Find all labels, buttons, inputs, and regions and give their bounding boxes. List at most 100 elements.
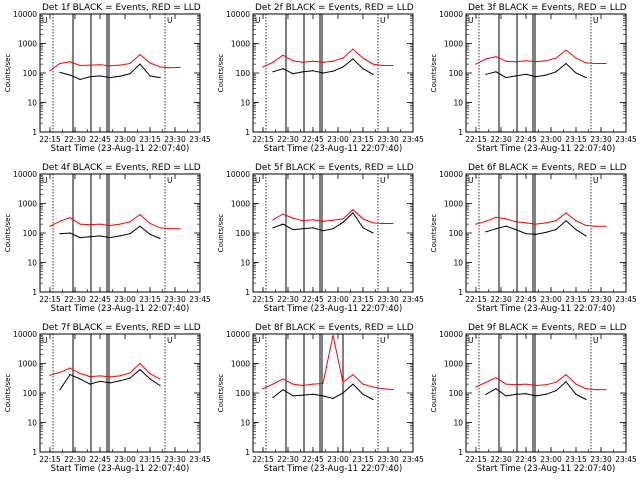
x-tick-label: 22:30	[277, 295, 299, 304]
events-series-line-point	[59, 389, 61, 391]
lld-series-line-point	[159, 227, 161, 229]
lld-series-line-point	[535, 384, 537, 387]
events-series-line-point	[525, 233, 527, 235]
events-series-line-point	[149, 378, 151, 380]
x-tick-label: 23:45	[189, 135, 211, 144]
plot-frame	[252, 333, 414, 453]
lld-series-line-point	[322, 220, 324, 222]
y-tick-label: 10	[27, 419, 37, 428]
events-series-line-point	[272, 396, 274, 399]
x-tick-label: 23:30	[377, 135, 399, 144]
events-series-line-point	[515, 393, 517, 395]
events-series-line-point	[312, 70, 314, 72]
x-tick-label: 22:45	[89, 135, 111, 144]
x-tick-label: 22:45	[515, 135, 537, 144]
lld-series-line-point	[262, 388, 264, 390]
lld-series-line-point	[545, 222, 547, 224]
x-tick-label: 22:30	[64, 135, 86, 144]
lld-series-line-point	[282, 54, 284, 56]
events-series-line-point	[322, 395, 324, 397]
events-series-line-point	[79, 236, 81, 239]
events-series-line-point	[129, 73, 131, 75]
y-tick-label: 10000	[226, 170, 250, 179]
x-tick-label: 23:45	[615, 455, 637, 464]
panel-title: Det 5f BLACK = Events, RED = LLD	[255, 163, 414, 173]
lld-series-line-point	[272, 61, 274, 63]
events-series-line-point	[575, 229, 577, 231]
panel-title: Det 7f BLACK = Events, RED = LLD	[42, 323, 201, 333]
corner-marker: U	[468, 176, 474, 185]
lld-series-line-point	[89, 64, 91, 66]
events-series-line-point	[312, 227, 314, 229]
y-tick-label: 100	[236, 229, 251, 238]
x-tick-label: 22:45	[89, 295, 111, 304]
events-series-line-point	[485, 231, 487, 233]
events-series-line-point	[352, 58, 354, 60]
y-tick-label: 10000	[13, 330, 37, 339]
events-series-line-point	[505, 225, 507, 227]
x-tick-label: 23:30	[164, 135, 186, 144]
lld-series-line-point	[342, 57, 344, 59]
panel-title: Det 9f BLACK = Events, RED = LLD	[468, 323, 627, 333]
lld-series-line-point	[312, 219, 314, 221]
lld-series-line-point	[495, 55, 497, 58]
lld-series-line-point	[495, 216, 497, 218]
events-series-line-point	[109, 236, 111, 239]
lld-series-line-point	[352, 209, 354, 211]
events-series-line-point	[322, 72, 324, 74]
lld-series-line-point	[69, 367, 71, 369]
events-series-line-point	[525, 393, 527, 395]
lld-series-line-point	[119, 223, 121, 225]
y-tick-label: 10	[240, 99, 250, 108]
events-series-line-point	[545, 74, 547, 76]
y-axis-label: Counts/sec	[430, 374, 438, 413]
corner-marker: U	[255, 16, 261, 25]
events-series-line-point	[495, 228, 497, 230]
lld-series-line-point	[382, 64, 384, 67]
y-axis-label: Counts/sec	[217, 374, 225, 413]
lld-series-line-point	[282, 378, 284, 380]
events-series-line-point	[59, 233, 61, 235]
events-series-line-point	[495, 388, 497, 390]
x-tick-label: 22:45	[302, 295, 324, 304]
events-series-line-point	[485, 393, 487, 395]
plot-frame	[465, 333, 627, 453]
x-axis-label: Start Time (23-Aug-11 22:07:40)	[477, 304, 616, 314]
corner-marker: U	[380, 336, 386, 345]
events-series-line-point	[505, 76, 507, 79]
events-series-line	[272, 383, 374, 400]
panel-4: Det 4f BLACK = Events, RED = LLD 1 10 100 10…	[4, 163, 211, 314]
events-series-line-point	[159, 384, 161, 387]
corner-marker: U	[593, 336, 599, 345]
y-tick-label: 100	[236, 389, 251, 398]
events-series-line-point	[89, 383, 91, 385]
y-tick-label: 10	[240, 259, 250, 268]
x-tick-label: 23:15	[352, 455, 374, 464]
corner-marker: U	[380, 16, 386, 25]
x-tick-label: 23:15	[139, 455, 161, 464]
lld-series-line-point	[525, 383, 527, 385]
events-series-line-point	[89, 76, 91, 78]
y-tick-label: 10000	[439, 10, 463, 19]
plot-frame	[252, 13, 414, 133]
x-tick-label: 23:45	[615, 135, 637, 144]
lld-series-line-point	[49, 374, 51, 376]
events-series-line-point	[119, 75, 121, 77]
events-series-line-point	[89, 236, 91, 238]
lld-series-line-point	[475, 223, 477, 225]
x-tick-label: 23:45	[402, 295, 424, 304]
lld-series-line-point	[129, 62, 131, 65]
events-series-line-point	[352, 212, 354, 214]
panel-title: Det 6f BLACK = Events, RED = LLD	[468, 163, 627, 173]
events-series-line-point	[79, 78, 81, 81]
events-series-line-point	[565, 62, 567, 65]
y-tick-label: 100	[449, 69, 464, 78]
lld-series-line	[49, 362, 161, 380]
panel-title: Det 3f BLACK = Events, RED = LLD	[468, 3, 627, 13]
lld-series-line-point	[69, 61, 71, 63]
x-tick-label: 22:30	[490, 455, 512, 464]
corner-marker: U	[42, 176, 48, 185]
events-series-line-point	[495, 71, 497, 73]
events-series-line-point	[282, 389, 284, 391]
